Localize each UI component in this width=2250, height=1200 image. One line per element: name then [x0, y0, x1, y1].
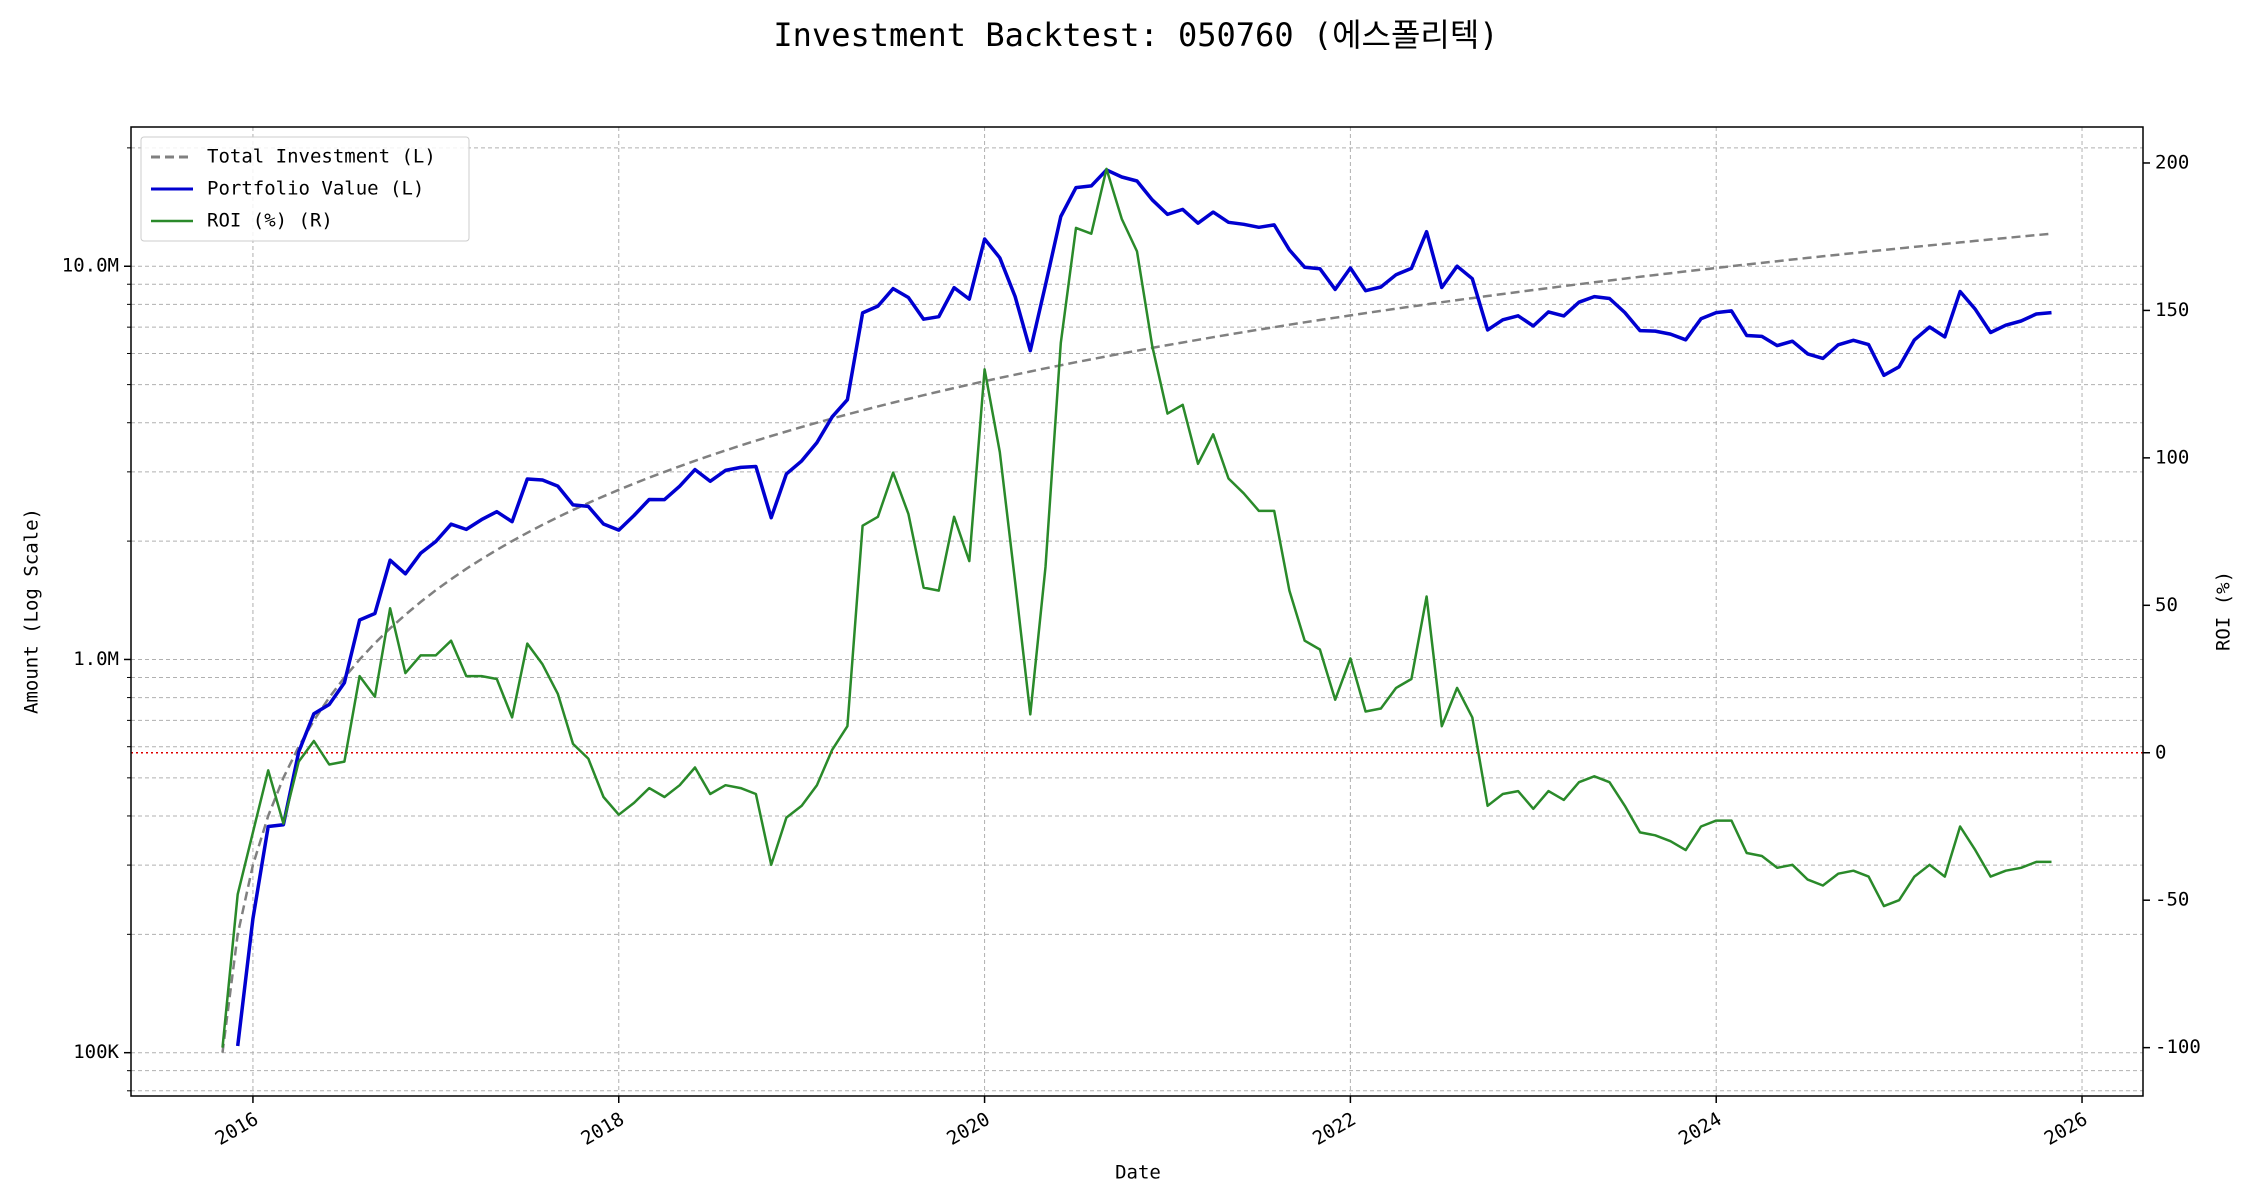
y-axis-label: Amount (Log Scale) [21, 508, 43, 714]
x-tick-label: 2020 [943, 1108, 994, 1150]
legend-box [140, 136, 470, 242]
y2-tick-label: 50 [2155, 594, 2178, 616]
y-tick-label: 1.0M [73, 648, 119, 670]
series-line [221, 167, 2052, 1048]
y-tick-label: 100K [73, 1041, 119, 1063]
x-tick-label: 2026 [2041, 1108, 2092, 1150]
y2-tick-label: 200 [2155, 151, 2189, 173]
y2-tick-label: 0 [2155, 741, 2166, 763]
y2-axis-label: ROI (%) [2213, 571, 2235, 651]
plot-frame [130, 126, 2144, 1097]
x-tick-label: 2022 [1309, 1108, 1360, 1150]
legend-label: Total Investment (L) [207, 146, 436, 168]
y2-tick-label: -50 [2155, 889, 2189, 911]
y-tick-label: 10.0M [62, 255, 119, 277]
x-axis-label: Date [1115, 1162, 1161, 1184]
x-tick-label: 2018 [577, 1108, 628, 1150]
legend-label: ROI (%) (R) [207, 210, 333, 232]
y2-tick-label: -100 [2155, 1036, 2201, 1058]
x-tick-label: 2016 [212, 1108, 263, 1150]
chart-title: Investment Backtest: 050760 (에스폴리텍) [773, 16, 1498, 54]
y2-tick-label: 100 [2155, 446, 2189, 468]
series-line [235, 168, 2052, 1047]
y2-tick-label: 150 [2155, 299, 2189, 321]
series-line [221, 232, 2052, 1053]
legend-label: Portfolio Value (L) [207, 178, 424, 200]
x-tick-label: 2024 [1675, 1108, 1726, 1150]
